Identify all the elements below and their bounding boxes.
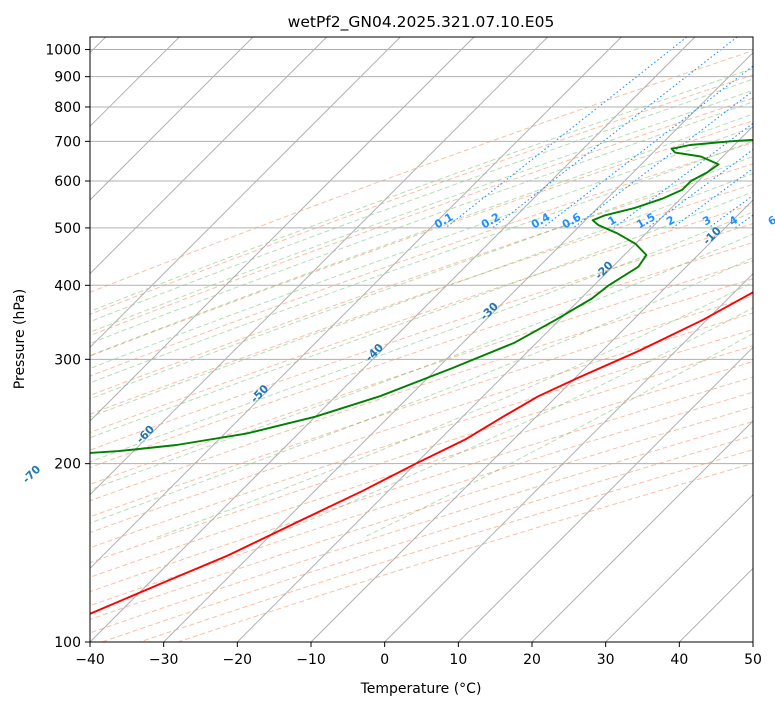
dry-adiabat: [90, 142, 753, 377]
y-tick-label: 1000: [45, 43, 81, 59]
dry-adiabat: [90, 241, 753, 469]
plot-frame: [89, 36, 754, 643]
mixing-ratio-line: [613, 122, 753, 229]
mixing-ratio-line: [672, 167, 753, 229]
chart-title: wetPf2_GN04.2025.321.07.10.E05: [288, 13, 555, 32]
dry-adiabat: [90, 183, 753, 415]
isotherm-label: -60: [134, 422, 157, 445]
dry-adiabat: [90, 329, 753, 549]
dry-adiabat: [90, 376, 753, 593]
isotherm: [752, 641, 753, 642]
isotherm: [457, 346, 753, 642]
dry-adiabat: [90, 278, 753, 502]
isotherm: [90, 37, 401, 349]
isotherm: [163, 51, 753, 642]
x-tick-label: 30: [597, 652, 615, 668]
y-tick-label: 400: [54, 278, 81, 294]
isotherm: [605, 493, 753, 642]
dry-adiabat: [90, 120, 753, 357]
isotherm: [384, 272, 753, 642]
y-tick-label: 600: [54, 174, 81, 190]
dry-adiabat: [177, 462, 753, 642]
x-tick-label: 40: [670, 652, 688, 668]
moist-adiabat: [90, 172, 753, 418]
mixing-ratio-label: 6: [766, 213, 775, 228]
x-tick-label: −20: [223, 652, 253, 668]
dry-adiabat: [90, 345, 753, 564]
y-axis-label: Pressure (hPa): [12, 289, 28, 389]
dry-adiabat: [90, 97, 753, 337]
x-tick-label: 0: [380, 652, 389, 668]
x-axis-label: Temperature (°C): [360, 681, 482, 697]
isotherm-label: -20: [592, 258, 615, 281]
line-labels: -100-90-80-70-60-50-40-30-20-100.10.20.4…: [20, 210, 775, 486]
dry-adiabat: [101, 435, 753, 642]
moist-adiabat: [90, 67, 753, 312]
isotherm: [90, 37, 475, 422]
y-tick-label: 700: [54, 134, 81, 150]
x-tick-label: 10: [449, 652, 467, 668]
y-tick-label: 500: [54, 221, 81, 237]
dry-adiabat: [90, 203, 753, 433]
moist-adiabat: [90, 101, 753, 344]
isotherm: [90, 37, 549, 496]
moist-adiabat: [90, 113, 753, 357]
isotherm: [236, 125, 753, 642]
x-tick-label: −30: [149, 652, 179, 668]
isotherm: [531, 420, 753, 642]
y-tick-label: 800: [54, 100, 81, 116]
mixing-ratio-label: 4: [727, 213, 740, 228]
profile-line-2: [90, 138, 753, 454]
dry-adiabat: [90, 312, 753, 534]
background-lines: [90, 37, 753, 642]
isotherm-label: -30: [478, 300, 501, 323]
y-tick-label: 200: [54, 457, 81, 473]
moist-adiabat: [90, 78, 753, 323]
moist-adiabat: [90, 89, 753, 333]
dry-adiabat: [90, 74, 753, 315]
moist-adiabat: [90, 140, 753, 384]
mixing-ratio-line: [572, 90, 753, 229]
x-tick-label: 20: [523, 652, 541, 668]
dry-adiabat: [90, 391, 753, 607]
profile-lines: [90, 138, 753, 615]
x-tick-label: −10: [296, 652, 326, 668]
x-tick-label: 50: [744, 652, 762, 668]
moist-adiabat: [90, 156, 753, 400]
dry-adiabat: [90, 163, 753, 396]
moist-adiabat: [155, 281, 753, 539]
mixing-ratio-line: [445, 37, 688, 229]
isotherm: [310, 199, 753, 642]
x-tick-label: −40: [75, 652, 105, 668]
dry-adiabat: [90, 223, 753, 451]
y-tick-label: 300: [54, 352, 81, 368]
isotherm: [678, 567, 753, 642]
profile-line-1: [90, 291, 753, 615]
mixing-ratio-line: [542, 65, 753, 229]
dry-adiabat: [90, 260, 753, 485]
mixing-ratio-line: [734, 214, 753, 229]
dry-adiabat: [90, 361, 753, 578]
mixing-ratio-label: 1: [606, 213, 619, 228]
isotherm: [90, 37, 622, 570]
isotherm-label: -70: [20, 462, 43, 485]
isotherm: [90, 37, 328, 275]
moist-adiabat: [90, 126, 753, 370]
y-tick-label: 900: [54, 70, 81, 86]
dry-adiabat: [90, 295, 753, 518]
y-tick-label: 100: [54, 635, 81, 651]
dry-adiabat: [90, 50, 753, 293]
isotherm: [90, 37, 696, 642]
axis-ticks: −40 −30 −20 −10 0 10 20 30 40 50 100 200 300 400 500 60…: [45, 43, 762, 668]
isotherm: [90, 37, 254, 201]
